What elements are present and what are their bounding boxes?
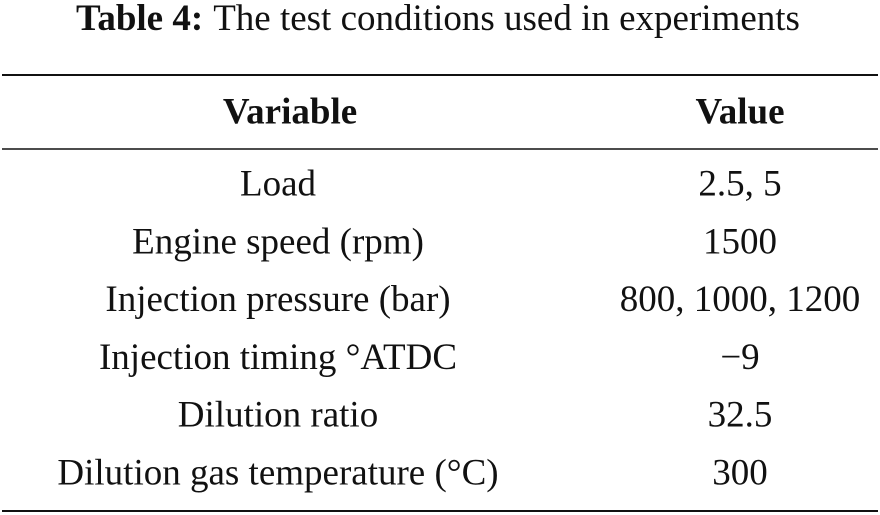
variable-cell: Dilution ratio [178,395,378,436]
value-cell: 2.5, 5 [698,163,781,204]
value-cell: 300 [712,452,768,493]
variable-cell: Injection pressure (bar) [105,279,450,320]
caption-label: Table 4: [76,0,203,39]
value-cell: 1500 [703,221,777,262]
value-cell: 32.5 [708,395,773,436]
column-header: Variable [223,91,357,132]
column-header: Value [695,91,784,132]
caption: Table 4: The test conditions used in expe… [76,0,800,39]
variable-cell: Engine speed (rpm) [132,221,424,262]
table-body: Load 2.5, 5 Engine speed (rpm) 1500 Injectio… [57,163,860,493]
caption-text: The test conditions used in experiments [213,0,800,39]
variable-cell: Dilution gas temperature (°C) [57,452,498,493]
variable-cell: Injection timing °ATDC [99,337,457,378]
variable-cell: Load [240,163,317,204]
value-cell: 800, 1000, 1200 [620,279,861,320]
value-cell: −9 [720,337,759,378]
